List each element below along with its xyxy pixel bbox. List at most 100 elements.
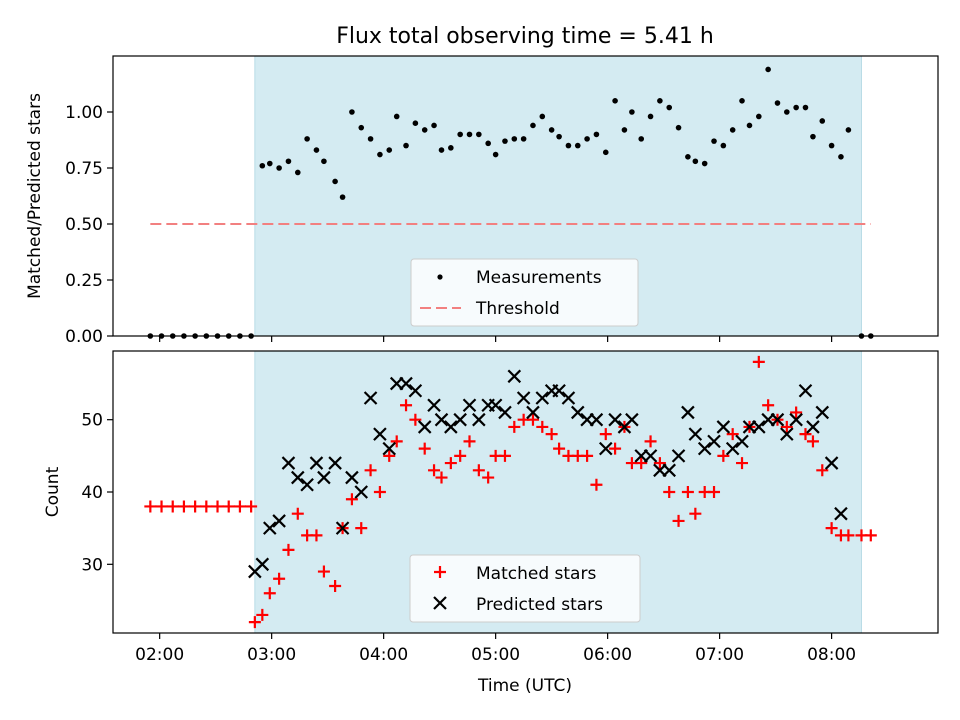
- measurement-point: [358, 124, 365, 131]
- legend-matched-marker: [434, 566, 446, 578]
- predicted-star-point: [408, 383, 423, 398]
- predicted-star-point: [453, 412, 467, 427]
- measurement-point: [285, 158, 292, 165]
- matched-star-point: [508, 420, 521, 433]
- measurement-points: [147, 66, 874, 339]
- bottom-y-tick-label: 30: [81, 555, 103, 575]
- predicted-star-point: [671, 449, 686, 463]
- measurement-point: [266, 160, 273, 167]
- matched-star-point: [799, 428, 812, 441]
- legend-predicted-marker: [433, 596, 447, 610]
- bottom-x-ticks: 02:00 03:00 04:00 05:00 06:00 07:00 08:00: [135, 633, 856, 665]
- measurement-point: [565, 142, 572, 149]
- measurement-point: [746, 122, 753, 129]
- predicted-star-point: [272, 514, 286, 528]
- matched-star-point: [245, 500, 258, 513]
- measurement-point: [774, 100, 781, 106]
- measurement-point: [539, 113, 546, 120]
- matched-star-point: [248, 616, 261, 629]
- top-x-tick-marks: [159, 336, 833, 342]
- measurement-point: [574, 142, 581, 149]
- measurement-point: [485, 140, 491, 147]
- matched-star-point: [463, 435, 476, 448]
- predicted-star-point: [417, 420, 432, 434]
- matched-star-point: [672, 514, 685, 527]
- matched-star-point: [263, 587, 276, 600]
- measurement-point: [530, 122, 536, 129]
- predicted-star-point: [707, 434, 721, 449]
- predicted-star-point: [345, 470, 359, 485]
- top-y-tick-label: 0.50: [65, 215, 103, 235]
- measurement-point: [685, 154, 691, 160]
- matched-star-point: [282, 543, 295, 556]
- matched-star-point: [708, 486, 721, 498]
- measurement-point: [276, 165, 282, 171]
- measurement-point: [629, 109, 635, 115]
- matched-stars-points: [144, 355, 877, 629]
- matched-star-point: [428, 464, 441, 477]
- measurement-point: [838, 154, 844, 160]
- measurement-point: [828, 142, 835, 149]
- chart-title: Flux total observing time = 5.41 h: [336, 24, 714, 49]
- measurement-point: [819, 118, 826, 124]
- measurement-point: [845, 127, 852, 133]
- bottom-y-axis-label: Count: [43, 466, 63, 517]
- measurement-point: [675, 124, 682, 131]
- measurement-point: [294, 169, 301, 176]
- top-legend: Measurements Threshold: [410, 258, 639, 327]
- predicted-star-point: [798, 383, 813, 398]
- bottom-legend: Matched stars Predicted stars: [409, 554, 641, 623]
- legend-matched-label: Matched stars: [476, 564, 596, 584]
- matched-star-point: [211, 500, 224, 513]
- matched-star-point: [454, 449, 467, 462]
- predicted-star-point: [263, 521, 277, 535]
- matched-star-point: [864, 529, 877, 542]
- bottom-y-tick-label: 50: [81, 411, 103, 431]
- x-tick-label: 04:00: [359, 645, 408, 665]
- predicted-star-point: [309, 456, 324, 470]
- x-tick-label: 02:00: [135, 645, 184, 665]
- measurement-point: [339, 194, 346, 200]
- top-y-tick-label: 0.25: [65, 271, 103, 291]
- predicted-star-point: [335, 521, 350, 535]
- legend-threshold-label: Threshold: [475, 299, 560, 319]
- top-panel: Flux total observing time = 5.41 h 0.000…: [25, 24, 939, 347]
- matched-star-point: [842, 529, 855, 542]
- measurement-point: [701, 160, 708, 167]
- predicted-star-point: [570, 405, 585, 420]
- matched-star-point: [482, 471, 495, 484]
- x-tick-label: 05:00: [471, 645, 520, 665]
- matched-star-point: [233, 500, 246, 513]
- matched-star-point: [681, 486, 694, 498]
- measurement-point: [502, 138, 508, 144]
- predicted-star-point: [291, 470, 305, 485]
- predicted-star-point: [427, 398, 441, 413]
- predicted-star-point: [462, 398, 477, 413]
- predicted-star-point: [354, 485, 369, 499]
- measurement-point: [793, 104, 799, 111]
- matched-star-point: [435, 471, 448, 484]
- matched-star-point: [189, 500, 202, 513]
- bottom-panel: 30 40 50 02:00 03:00 04:00 05:00 06:00 07:00 08:…: [43, 350, 939, 696]
- matched-star-point: [329, 580, 342, 592]
- matched-star-point: [144, 500, 157, 513]
- measurement-point: [784, 109, 790, 115]
- measurement-point: [765, 66, 771, 73]
- legend-predicted-label: Predicted stars: [476, 595, 603, 615]
- predicted-star-point: [806, 420, 820, 434]
- matched-star-point: [599, 428, 612, 441]
- top-y-tick-label: 0.75: [65, 159, 103, 179]
- measurement-point: [367, 136, 374, 142]
- measurement-point: [412, 120, 419, 126]
- measurement-point: [377, 151, 383, 158]
- matched-star-point: [536, 420, 549, 433]
- predicted-star-point: [815, 405, 830, 420]
- measurement-point: [556, 133, 562, 140]
- predicted-star-point: [681, 405, 695, 420]
- predicted-star-point: [834, 506, 848, 521]
- measurement-point: [711, 138, 717, 144]
- measurement-point: [511, 136, 518, 142]
- matched-star-point: [200, 500, 213, 513]
- predicted-star-point: [434, 412, 449, 427]
- matched-star-point: [498, 449, 511, 462]
